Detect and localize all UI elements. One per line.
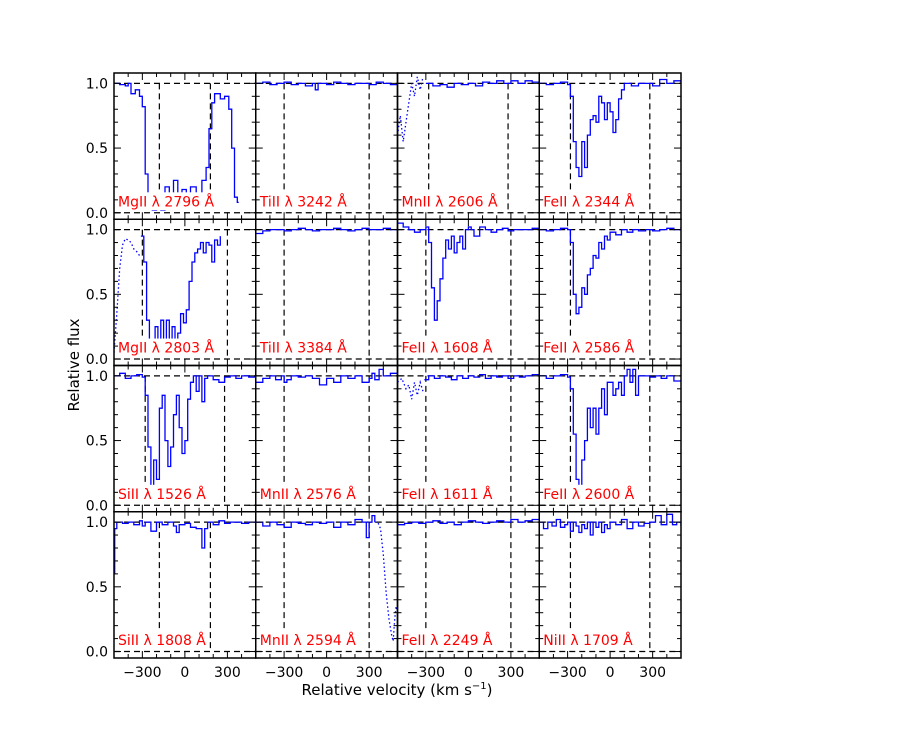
panel-label: FeII λ 1608 Å: [402, 340, 493, 357]
x-axis-label-text: Relative velocity (km s: [301, 681, 472, 699]
blend-spectrum-line: [114, 237, 141, 353]
spectrum-line: [539, 227, 681, 315]
spectrum-line: [114, 82, 239, 211]
panel-label-bg: [399, 192, 500, 211]
spectrum-line: [539, 368, 681, 487]
panel-label-bg: [257, 484, 358, 503]
panel-frame: [538, 511, 682, 659]
spectrum-line: [140, 235, 221, 350]
panel-label: FeII λ 2249 Å: [402, 632, 493, 649]
x-tick-label: −300: [407, 665, 445, 681]
blend-spectrum-line: [397, 377, 424, 400]
spectrum-line: [255, 81, 398, 91]
panel-6: TiII λ 3384 Å: [255, 218, 399, 367]
panel-label: MgII λ 2803 Å: [118, 340, 214, 357]
x-axis-label-exponent: −1: [471, 681, 487, 692]
panel-label: FeII λ 2600 Å: [543, 486, 634, 503]
panel-label-bg: [399, 484, 495, 503]
spectrum-line: [425, 79, 540, 88]
panel-7: FeII λ 1608 Å: [396, 218, 540, 367]
blend-spectrum-line: [374, 521, 398, 642]
y-axis-label: Relative flux: [65, 318, 83, 412]
panel-label: MnII λ 2606 Å: [402, 193, 498, 210]
panel-9: SiII λ 1526 Å 0.0 0.5 1.0: [86, 364, 257, 514]
panel-12: FeII λ 2600 Å: [538, 364, 682, 513]
panel-1: MgII λ 2796 Å 0.0 0.5 1.0: [86, 72, 257, 222]
panel-label-bg: [541, 631, 635, 650]
panel-label-bg: [257, 338, 349, 357]
panel-label: MnII λ 2576 Å: [260, 486, 356, 503]
x-tick-label: 300: [498, 665, 525, 681]
x-axis-label: Relative velocity (km s−1): [232, 681, 562, 699]
panel-label-bg: [541, 192, 637, 211]
panel-4: FeII λ 2344 Å: [538, 72, 682, 220]
panel-label: FeII λ 2586 Å: [543, 340, 634, 357]
y-tick-label: 0.0: [86, 206, 108, 222]
panel-label: NiII λ 1709 Å: [543, 632, 633, 649]
x-tick-label: 300: [214, 665, 241, 681]
y-tick-label: 1.0: [86, 76, 108, 92]
spectrum-line: [255, 514, 376, 539]
spectrum-line: [255, 227, 398, 235]
panel-label-bg: [399, 631, 495, 650]
x-tick-label: 0: [322, 665, 331, 681]
spectrum-line: [255, 368, 398, 386]
panel-label-bg: [541, 484, 637, 503]
y-tick-label: 0.0: [86, 352, 108, 368]
y-tick-label: 0.5: [86, 580, 108, 596]
y-tick-label: 0.5: [86, 287, 108, 303]
spectrum-line: [114, 520, 256, 575]
panel-13: SiII λ 1808 Å 0.0 0.5 1.0 −300 0 300: [86, 511, 257, 681]
panel-11: FeII λ 1611 Å: [396, 364, 540, 513]
x-axis-label-close: ): [486, 681, 493, 699]
panel-2: TiII λ 3242 Å: [255, 72, 399, 220]
x-tick-label: 0: [606, 665, 615, 681]
panel-16: NiII λ 1709 Å −300 0 300: [538, 511, 682, 681]
blend-spectrum-line: [397, 76, 424, 142]
x-tick-label: −300: [123, 665, 161, 681]
spectrum-line: [397, 518, 540, 526]
x-tick-label: −300: [548, 665, 586, 681]
panel-10: MnII λ 2576 Å: [255, 364, 399, 513]
y-tick-label: 0.0: [86, 498, 108, 514]
y-tick-label: 0.0: [86, 645, 108, 661]
panel-label-bg: [541, 338, 637, 357]
panel-15: FeII λ 2249 Å −300 0 300: [396, 511, 540, 681]
spectrum-line: [539, 513, 681, 536]
panel-label-bg: [116, 338, 217, 357]
panel-label-bg: [257, 192, 349, 211]
panel-label-bg: [116, 484, 208, 503]
x-tick-label: 300: [639, 665, 666, 681]
spectrum-line: [424, 373, 540, 381]
panel-label-bg: [399, 338, 495, 357]
x-tick-label: −300: [265, 665, 303, 681]
panel-label: MnII λ 2594 Å: [260, 632, 356, 649]
panel-label: TiII λ 3242 Å: [259, 193, 348, 210]
x-tick-label: 0: [464, 665, 473, 681]
y-tick-label: 0.5: [86, 434, 108, 450]
panel-label: SiII λ 1808 Å: [118, 632, 206, 649]
panel-label-bg: [116, 192, 217, 211]
y-tick-label: 0.5: [86, 141, 108, 157]
spectrum-line: [114, 372, 256, 487]
panel-3: MnII λ 2606 Å: [396, 72, 540, 220]
spectrum-line: [539, 78, 681, 178]
x-tick-label: 300: [356, 665, 383, 681]
x-tick-label: 0: [180, 665, 189, 681]
panel-label: SiII λ 1526 Å: [118, 486, 206, 503]
panel-14: MnII λ 2594 Å −300 0 300: [255, 511, 399, 681]
panel-label: TiII λ 3384 Å: [259, 340, 348, 357]
panel-label-bg: [116, 631, 208, 650]
spectrum-line: [397, 222, 540, 321]
panel-label: MgII λ 2796 Å: [118, 193, 214, 210]
panel-label: FeII λ 1611 Å: [402, 486, 493, 503]
panel-label: FeII λ 2344 Å: [543, 193, 634, 210]
y-tick-label: 1.0: [86, 369, 108, 385]
y-tick-label: 1.0: [86, 223, 108, 239]
panel-label-bg: [257, 631, 358, 650]
panel-5: MgII λ 2803 Å 0.0 0.5 1.0: [86, 218, 257, 368]
y-tick-label: 1.0: [86, 515, 108, 531]
panel-8: FeII λ 2586 Å: [538, 218, 682, 367]
